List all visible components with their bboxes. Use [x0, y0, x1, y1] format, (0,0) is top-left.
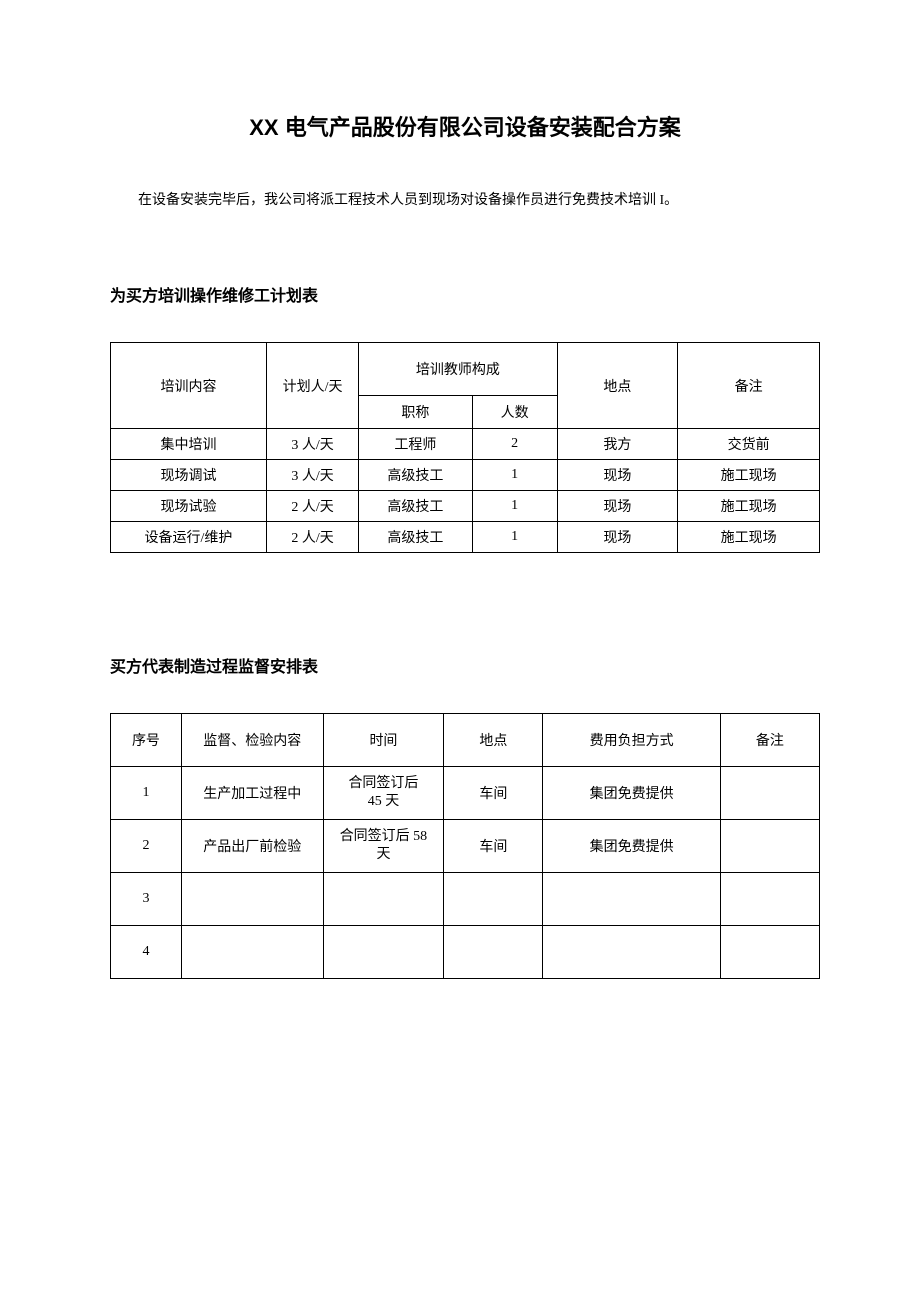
table-row: 2 产品出厂前检验 合同签订后 58 天 车间 集团免费提供 — [111, 820, 820, 873]
supervision-table: 序号 监督、检验内容 时间 地点 费用负担方式 备注 1 生产加工过程中 合同签… — [110, 713, 820, 979]
cell-content: 设备运行/维护 — [111, 522, 267, 553]
cell-location: 现场 — [557, 491, 678, 522]
table2-body: 1 生产加工过程中 合同签订后 45 天 车间 集团免费提供 2 产品出厂前检验… — [111, 767, 820, 979]
document-title: XX 电气产品股份有限公司设备安装配合方案 — [110, 110, 820, 142]
cell-remark: 施工现场 — [678, 522, 820, 553]
cell-cost — [543, 873, 720, 926]
cell-plan: 3 人/天 — [266, 429, 358, 460]
cell-location: 车间 — [444, 767, 543, 820]
cell-location: 车间 — [444, 820, 543, 873]
training-plan-table-wrap: 培训内容 计划人/天 培训教师构成 地点 备注 职称 人数 集中培训 3 人/天… — [110, 342, 820, 553]
cell-content: 生产加工过程中 — [181, 767, 323, 820]
th-teacher-group: 培训教师构成 — [359, 343, 558, 396]
cell-cost — [543, 926, 720, 979]
title-rest: 电气产品股份有限公司设备安装配合方案 — [279, 115, 681, 140]
cell-no: 2 — [111, 820, 182, 873]
cell-plan: 2 人/天 — [266, 491, 358, 522]
th-remark: 备注 — [720, 714, 819, 767]
table-row: 设备运行/维护 2 人/天 高级技工 1 现场 施工现场 — [111, 522, 820, 553]
intro-paragraph: 在设备安装完毕后，我公司将派工程技术人员到现场对设备操作员进行免费技术培训 I。 — [110, 190, 820, 212]
cell-no: 3 — [111, 873, 182, 926]
cell-count: 2 — [472, 429, 557, 460]
cell-title: 高级技工 — [359, 522, 472, 553]
cell-no: 4 — [111, 926, 182, 979]
cell-remark — [720, 820, 819, 873]
th-title-col: 职称 — [359, 396, 472, 429]
cell-title: 高级技工 — [359, 491, 472, 522]
cell-remark: 施工现场 — [678, 460, 820, 491]
cell-time: 合同签订后 58 天 — [323, 820, 444, 873]
table1-body: 集中培训 3 人/天 工程师 2 我方 交货前 现场调试 3 人/天 高级技工 … — [111, 429, 820, 553]
title-prefix: XX — [249, 115, 278, 140]
th-no: 序号 — [111, 714, 182, 767]
table-row: 3 — [111, 873, 820, 926]
table2-header-row: 序号 监督、检验内容 时间 地点 费用负担方式 备注 — [111, 714, 820, 767]
cell-time — [323, 873, 444, 926]
table-row: 集中培训 3 人/天 工程师 2 我方 交货前 — [111, 429, 820, 460]
cell-content: 集中培训 — [111, 429, 267, 460]
cell-remark — [720, 926, 819, 979]
table-row: 4 — [111, 926, 820, 979]
cell-time: 合同签订后 45 天 — [323, 767, 444, 820]
cell-remark: 交货前 — [678, 429, 820, 460]
cell-cost: 集团免费提供 — [543, 767, 720, 820]
cell-remark — [720, 767, 819, 820]
cell-content: 现场调试 — [111, 460, 267, 491]
cell-count: 1 — [472, 460, 557, 491]
cell-title: 工程师 — [359, 429, 472, 460]
cell-content: 产品出厂前检验 — [181, 820, 323, 873]
cell-content — [181, 873, 323, 926]
cell-time-line2: 天 — [376, 847, 390, 862]
th-content: 培训内容 — [111, 343, 267, 429]
th-remark: 备注 — [678, 343, 820, 429]
cell-cost: 集团免费提供 — [543, 820, 720, 873]
th-plan: 计划人/天 — [266, 343, 358, 429]
th-time: 时间 — [323, 714, 444, 767]
cell-time-line1: 合同签订后 — [348, 776, 418, 791]
table-row: 1 生产加工过程中 合同签订后 45 天 车间 集团免费提供 — [111, 767, 820, 820]
cell-location — [444, 873, 543, 926]
cell-content: 现场试验 — [111, 491, 267, 522]
table2-head: 序号 监督、检验内容 时间 地点 费用负担方式 备注 — [111, 714, 820, 767]
training-plan-table: 培训内容 计划人/天 培训教师构成 地点 备注 职称 人数 集中培训 3 人/天… — [110, 342, 820, 553]
cell-plan: 2 人/天 — [266, 522, 358, 553]
section1-title: 为买方培训操作维修工计划表 — [110, 282, 820, 306]
cell-location — [444, 926, 543, 979]
cell-count: 1 — [472, 491, 557, 522]
cell-location: 现场 — [557, 522, 678, 553]
cell-title: 高级技工 — [359, 460, 472, 491]
section2-title: 买方代表制造过程监督安排表 — [110, 653, 820, 677]
table-row: 现场试验 2 人/天 高级技工 1 现场 施工现场 — [111, 491, 820, 522]
cell-no: 1 — [111, 767, 182, 820]
cell-content — [181, 926, 323, 979]
cell-time — [323, 926, 444, 979]
cell-plan: 3 人/天 — [266, 460, 358, 491]
cell-location: 我方 — [557, 429, 678, 460]
cell-location: 现场 — [557, 460, 678, 491]
table1-header-row-1: 培训内容 计划人/天 培训教师构成 地点 备注 — [111, 343, 820, 396]
cell-time-line2: 45 天 — [368, 794, 400, 809]
cell-remark — [720, 873, 819, 926]
th-location: 地点 — [444, 714, 543, 767]
document-page: XX 电气产品股份有限公司设备安装配合方案 在设备安装完毕后，我公司将派工程技术… — [0, 0, 920, 1039]
cell-time-line1: 合同签订后 58 — [340, 829, 428, 844]
th-count-col: 人数 — [472, 396, 557, 429]
cell-count: 1 — [472, 522, 557, 553]
table1-head: 培训内容 计划人/天 培训教师构成 地点 备注 职称 人数 — [111, 343, 820, 429]
th-content: 监督、检验内容 — [181, 714, 323, 767]
cell-remark: 施工现场 — [678, 491, 820, 522]
table-row: 现场调试 3 人/天 高级技工 1 现场 施工现场 — [111, 460, 820, 491]
th-location: 地点 — [557, 343, 678, 429]
th-cost: 费用负担方式 — [543, 714, 720, 767]
